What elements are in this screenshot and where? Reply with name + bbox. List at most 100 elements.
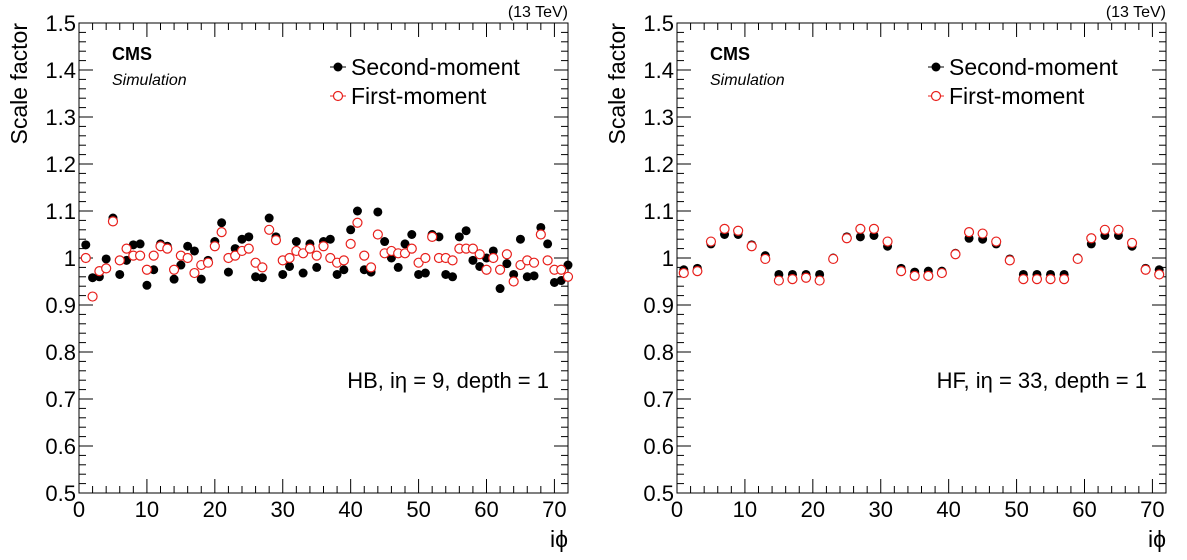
data-point-first-moment: [1031, 274, 1043, 285]
data-point-first-moment: [868, 223, 880, 234]
data-point-second-moment: [420, 268, 430, 278]
data-point-first-moment: [250, 257, 261, 268]
data-point-second-moment: [502, 259, 512, 269]
energy-label: (13 TeV): [508, 4, 568, 21]
data-point-first-moment: [528, 257, 540, 268]
data-point-first-moment: [773, 275, 784, 286]
y-tick-label: 0.8: [45, 340, 76, 365]
y-tick-label: 1.4: [643, 58, 674, 83]
legend-marker-open: [930, 90, 942, 102]
x-tick-label: 10: [135, 497, 159, 522]
data-point-first-moment: [855, 223, 866, 234]
data-point-first-moment: [420, 252, 431, 264]
legend-label: First-moment: [351, 83, 487, 109]
x-axis-label: iϕ: [550, 526, 568, 552]
data-point-first-moment: [814, 275, 825, 286]
y-tick-label: 1.4: [45, 58, 76, 83]
x-tick-label: 40: [338, 497, 362, 522]
data-point-first-moment: [719, 223, 730, 234]
data-point-second-moment: [298, 268, 308, 278]
data-point-first-moment: [562, 271, 574, 282]
y-tick-label: 1: [64, 246, 76, 271]
data-point-first-moment: [202, 257, 214, 268]
y-tick-label: 0.9: [643, 293, 674, 318]
data-point-first-moment: [1154, 269, 1165, 280]
data-point-second-moment: [176, 260, 186, 270]
data-point-first-moment: [121, 243, 132, 254]
data-point-first-moment: [427, 231, 438, 242]
data-point-first-moment: [760, 253, 771, 265]
data-point-second-moment: [461, 226, 471, 236]
data-point-second-moment: [332, 269, 342, 279]
data-point-first-moment: [705, 236, 717, 247]
data-point-first-moment: [1045, 274, 1056, 285]
data-point-second-moment: [251, 272, 261, 282]
x-tick-label: 20: [203, 497, 227, 522]
data-point-first-moment: [909, 270, 920, 281]
data-point-second-moment: [189, 246, 199, 256]
data-point-first-moment: [447, 255, 458, 266]
data-point-first-moment: [1018, 274, 1029, 285]
data-point-first-moment: [135, 250, 146, 261]
data-point-first-moment: [977, 228, 988, 239]
data-point-second-moment: [312, 262, 322, 272]
data-point-second-moment: [88, 273, 98, 283]
data-point-second-moment: [468, 255, 478, 265]
data-point-second-moment: [244, 232, 254, 242]
data-point-first-moment: [488, 252, 499, 264]
data-point-second-moment: [115, 269, 125, 279]
legend-marker-filled: [931, 62, 941, 72]
data-point-second-moment: [454, 232, 464, 242]
data-point-first-moment: [828, 253, 839, 265]
x-axis-label: iϕ: [1148, 526, 1166, 552]
data-point-first-moment: [481, 264, 492, 275]
y-tick-label: 1.3: [45, 105, 76, 130]
x-tick-label: 30: [271, 497, 295, 522]
data-point-second-moment: [414, 269, 424, 279]
data-point-second-moment: [441, 269, 451, 279]
data-point-first-moment: [352, 217, 363, 228]
data-point-second-moment: [549, 277, 559, 287]
data-point-first-moment: [508, 276, 519, 287]
legend-marker-open: [332, 90, 344, 102]
y-axis-label: Scale factor: [604, 23, 630, 145]
data-point-second-moment: [183, 241, 193, 251]
data-point-first-moment: [1113, 224, 1124, 235]
y-tick-label: 1: [662, 246, 674, 271]
data-point-first-moment: [950, 249, 961, 260]
legend-label: Second-moment: [949, 54, 1118, 80]
data-point-second-moment: [257, 273, 267, 283]
data-point-second-moment: [855, 232, 865, 242]
data-point-first-moment: [189, 267, 200, 279]
y-tick-label: 0.6: [643, 434, 674, 459]
data-point-first-moment: [1140, 264, 1151, 275]
data-point-second-moment: [352, 206, 362, 216]
data-point-first-moment: [345, 238, 356, 249]
data-point-second-moment: [278, 269, 288, 279]
x-tick-label: 40: [936, 497, 960, 522]
x-tick-label: 10: [733, 497, 757, 522]
data-point-second-moment: [101, 254, 111, 264]
data-point-first-moment: [923, 270, 934, 281]
data-point-first-moment: [209, 241, 220, 252]
x-tick-label: 70: [542, 497, 566, 522]
legend-marker-filled: [333, 62, 343, 72]
data-point-second-moment: [522, 272, 532, 282]
simulation-label: Simulation: [710, 72, 785, 89]
x-tick-label: 0: [73, 497, 85, 522]
data-point-first-moment: [114, 255, 125, 266]
data-point-first-moment: [991, 236, 1002, 247]
data-point-first-moment: [882, 236, 893, 247]
panel-annotation: HF, iη = 33, depth = 1: [937, 368, 1147, 393]
data-point-second-moment: [339, 265, 349, 275]
y-tick-label: 1.2: [643, 152, 674, 177]
experiment-label: CMS: [112, 44, 152, 64]
data-point-first-moment: [298, 248, 309, 259]
data-point-first-moment: [936, 267, 947, 279]
data-point-second-moment: [142, 280, 152, 290]
y-tick-label: 1.1: [643, 199, 674, 224]
y-axis-label: Scale factor: [6, 23, 32, 145]
x-tick-label: 50: [406, 497, 430, 522]
data-point-first-moment: [162, 243, 173, 254]
data-point-second-moment: [543, 239, 553, 249]
